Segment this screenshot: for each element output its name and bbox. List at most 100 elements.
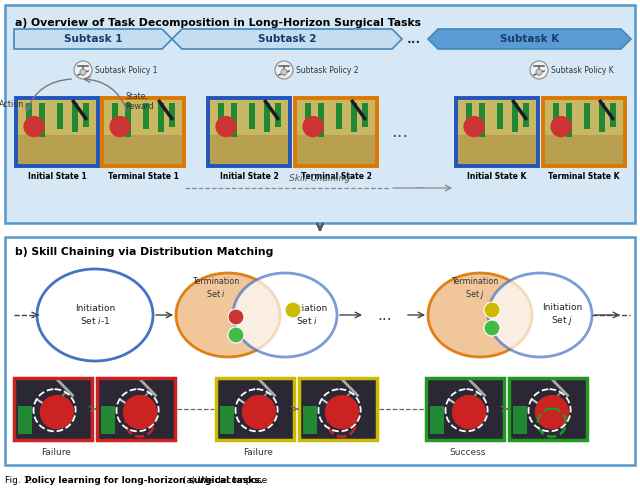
Circle shape xyxy=(109,116,131,137)
Text: ...: ... xyxy=(407,32,421,45)
Bar xyxy=(584,103,589,129)
Bar xyxy=(5,5,635,223)
Bar xyxy=(157,103,163,132)
Ellipse shape xyxy=(176,273,280,357)
Bar xyxy=(26,103,31,134)
Bar xyxy=(351,103,356,132)
Text: b) Skill Chaining via Distribution Matching: b) Skill Chaining via Distribution Match… xyxy=(15,247,273,257)
Ellipse shape xyxy=(488,273,592,357)
Text: Initiation
Set $i$-1: Initiation Set $i$-1 xyxy=(75,304,115,326)
Text: Subtask Policy 1: Subtask Policy 1 xyxy=(95,65,157,74)
Text: a) Overview of Task Decomposition in Long-Horizon Surgical Tasks: a) Overview of Task Decomposition in Lon… xyxy=(15,18,421,28)
Circle shape xyxy=(80,69,86,75)
Circle shape xyxy=(452,395,486,429)
Circle shape xyxy=(550,116,572,137)
Bar xyxy=(16,135,98,166)
Circle shape xyxy=(324,395,359,429)
Text: Policy learning for long-horizon surgical tasks.: Policy learning for long-horizon surgica… xyxy=(25,476,263,485)
Bar xyxy=(101,406,115,434)
Text: Fig. 1:: Fig. 1: xyxy=(5,476,35,485)
Text: ...: ... xyxy=(415,180,426,190)
Text: Initial State K: Initial State K xyxy=(467,172,527,181)
Bar xyxy=(509,378,587,440)
Bar xyxy=(208,98,290,166)
Bar xyxy=(611,103,616,127)
Bar xyxy=(566,103,572,137)
Ellipse shape xyxy=(37,269,153,361)
Bar xyxy=(362,103,368,127)
Bar xyxy=(599,103,605,132)
Circle shape xyxy=(484,302,500,318)
Circle shape xyxy=(536,69,542,75)
Ellipse shape xyxy=(233,273,337,357)
Bar xyxy=(295,98,377,166)
Bar xyxy=(97,378,175,440)
Bar xyxy=(426,378,504,440)
Bar xyxy=(524,103,529,127)
Text: Terminal State K: Terminal State K xyxy=(548,172,620,181)
Bar xyxy=(275,103,281,127)
Circle shape xyxy=(228,327,244,343)
Text: Success: Success xyxy=(450,448,486,457)
Text: (a) We decompose: (a) We decompose xyxy=(180,476,268,485)
Bar xyxy=(143,103,148,129)
Bar xyxy=(497,103,503,129)
Text: Subtask K: Subtask K xyxy=(500,34,559,44)
Circle shape xyxy=(463,116,484,137)
Text: ...: ... xyxy=(378,307,392,322)
Text: Initiation
Set $i$: Initiation Set $i$ xyxy=(287,304,327,326)
Bar xyxy=(125,103,131,137)
Bar xyxy=(426,378,504,440)
Bar xyxy=(16,98,98,166)
Bar xyxy=(553,103,559,134)
Bar xyxy=(97,378,175,440)
Bar xyxy=(18,406,32,434)
Polygon shape xyxy=(14,29,172,49)
Bar xyxy=(216,378,294,440)
Text: Initial State 2: Initial State 2 xyxy=(220,172,278,181)
Bar xyxy=(220,406,234,434)
Bar xyxy=(14,378,92,440)
Circle shape xyxy=(285,302,301,318)
Bar xyxy=(336,103,342,129)
Bar xyxy=(299,378,377,440)
Text: Failure: Failure xyxy=(243,448,273,457)
Circle shape xyxy=(302,116,324,137)
Ellipse shape xyxy=(428,273,532,357)
Circle shape xyxy=(123,395,157,429)
Bar xyxy=(83,103,89,127)
Bar xyxy=(14,378,92,440)
Circle shape xyxy=(24,116,45,137)
Text: Subtask 2: Subtask 2 xyxy=(258,34,316,44)
Bar xyxy=(456,98,538,166)
Bar xyxy=(295,98,377,166)
Circle shape xyxy=(74,61,92,79)
Circle shape xyxy=(228,309,244,325)
Circle shape xyxy=(275,61,293,79)
Bar xyxy=(57,103,63,129)
Bar xyxy=(208,135,290,166)
Bar xyxy=(231,103,237,137)
Bar xyxy=(303,406,317,434)
Bar xyxy=(169,103,175,127)
Circle shape xyxy=(484,320,500,336)
Circle shape xyxy=(535,395,569,429)
Bar xyxy=(216,378,294,440)
Bar xyxy=(5,237,635,465)
Bar xyxy=(112,103,118,134)
Bar xyxy=(264,103,269,132)
Bar xyxy=(16,98,98,166)
Bar xyxy=(456,135,538,166)
Text: Initial State 1: Initial State 1 xyxy=(28,172,86,181)
Text: ...: ... xyxy=(392,123,408,141)
Bar xyxy=(102,135,184,166)
Text: Terminal State 2: Terminal State 2 xyxy=(301,172,371,181)
Text: Termination
Set $i$: Termination Set $i$ xyxy=(193,277,239,299)
Text: Failure: Failure xyxy=(41,448,71,457)
Bar xyxy=(218,103,223,134)
Circle shape xyxy=(216,116,237,137)
Text: Subtask Policy K: Subtask Policy K xyxy=(551,65,614,74)
Bar xyxy=(543,98,625,166)
Polygon shape xyxy=(428,29,631,49)
Bar xyxy=(543,98,625,166)
